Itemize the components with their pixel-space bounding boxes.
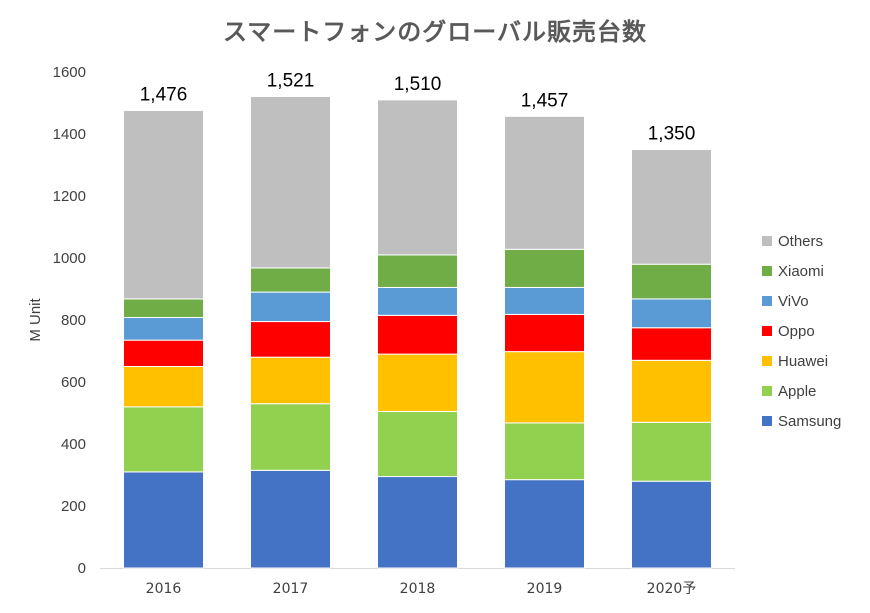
bar-segment-xiaomi xyxy=(123,298,204,319)
bar-segment-xiaomi xyxy=(504,248,585,288)
total-label: 1,521 xyxy=(267,70,315,91)
bar-segment-apple xyxy=(504,422,585,481)
legend-swatch-others xyxy=(762,236,772,246)
legend-label-vivo: ViVo xyxy=(778,293,809,310)
legend-swatch-samsung xyxy=(762,416,772,426)
y-tick-label: 1400 xyxy=(53,126,86,143)
bar-segment-others xyxy=(631,149,712,265)
bar-segment-huawei xyxy=(377,353,458,412)
legend-label-huawei: Huawei xyxy=(778,353,828,370)
bar-segment-huawei xyxy=(250,356,331,405)
bar-segment-samsung xyxy=(123,471,204,569)
bar-segment-xiaomi xyxy=(250,267,331,293)
x-tick-label: 2019 xyxy=(527,581,563,597)
bar-segment-apple xyxy=(377,410,458,478)
legend-label-xiaomi: Xiaomi xyxy=(778,263,824,280)
y-tick-label: 800 xyxy=(61,312,86,329)
legend-swatch-huawei xyxy=(762,356,772,366)
bar-segment-oppo xyxy=(250,321,331,358)
bar-segment-oppo xyxy=(504,313,585,353)
bar-segment-samsung xyxy=(631,480,712,569)
legend-swatch-vivo xyxy=(762,296,772,306)
y-tick-label: 400 xyxy=(61,436,86,453)
axis-layer: 0 200 400 600 800 1000 1200 1400 1600 M Unit xyxy=(27,64,735,577)
bar-segment-vivo xyxy=(631,298,712,329)
labels-layer: 1,476 2016 1,521 2017 1,510 2018 1,457 2019 1,35… xyxy=(140,70,697,597)
legend-swatch-apple xyxy=(762,386,772,396)
legend: Others Xiaomi ViVo Oppo Huawei Apple Samsung xyxy=(762,233,841,430)
y-tick-label: 1000 xyxy=(53,250,86,267)
bar-segment-samsung xyxy=(377,476,458,569)
bar-segment-others xyxy=(504,115,585,250)
bar-segment-huawei xyxy=(123,366,204,408)
bar-segment-huawei xyxy=(504,351,585,424)
y-tick-label: 1600 xyxy=(53,64,86,81)
chart-title: スマートフォンのグローバル販売台数 xyxy=(222,18,648,46)
legend-label-apple: Apple xyxy=(778,383,816,400)
x-tick-label: 2018 xyxy=(400,581,436,597)
bar-segment-oppo xyxy=(631,327,712,361)
legend-label-others: Others xyxy=(778,233,823,250)
bar-segment-vivo xyxy=(123,317,204,341)
bar-segment-xiaomi xyxy=(631,263,712,300)
total-label: 1,457 xyxy=(521,90,569,111)
bar-segment-apple xyxy=(631,421,712,482)
total-label: 1,476 xyxy=(140,84,188,105)
y-axis-label: M Unit xyxy=(27,298,44,342)
bar-segment-apple xyxy=(250,403,331,471)
legend-label-samsung: Samsung xyxy=(778,413,841,430)
bar-segment-vivo xyxy=(504,286,585,315)
bar-segment-others xyxy=(123,109,204,300)
legend-swatch-oppo xyxy=(762,326,772,336)
bar-segment-samsung xyxy=(250,469,331,569)
y-tick-label: 600 xyxy=(61,374,86,391)
total-label: 1,510 xyxy=(394,74,442,95)
bar-segment-others xyxy=(377,99,458,256)
y-tick-label: 1200 xyxy=(53,188,86,205)
y-tick-label: 200 xyxy=(61,498,86,515)
total-label: 1,350 xyxy=(648,124,696,145)
bar-segment-others xyxy=(250,95,331,269)
bar-segment-oppo xyxy=(123,339,204,367)
bars-layer xyxy=(123,95,712,569)
x-tick-label: 2020予 xyxy=(647,581,697,597)
bar-segment-vivo xyxy=(250,291,331,323)
bar-segment-oppo xyxy=(377,314,458,355)
bar-segment-apple xyxy=(123,406,204,473)
bar-segment-samsung xyxy=(504,479,585,569)
bar-segment-huawei xyxy=(631,359,712,423)
x-tick-label: 2017 xyxy=(273,581,309,597)
legend-swatch-xiaomi xyxy=(762,266,772,276)
bar-segment-xiaomi xyxy=(377,254,458,288)
x-tick-label: 2016 xyxy=(146,581,182,597)
y-tick-label: 0 xyxy=(78,560,86,577)
legend-label-oppo: Oppo xyxy=(778,323,815,340)
bar-segment-vivo xyxy=(377,286,458,316)
